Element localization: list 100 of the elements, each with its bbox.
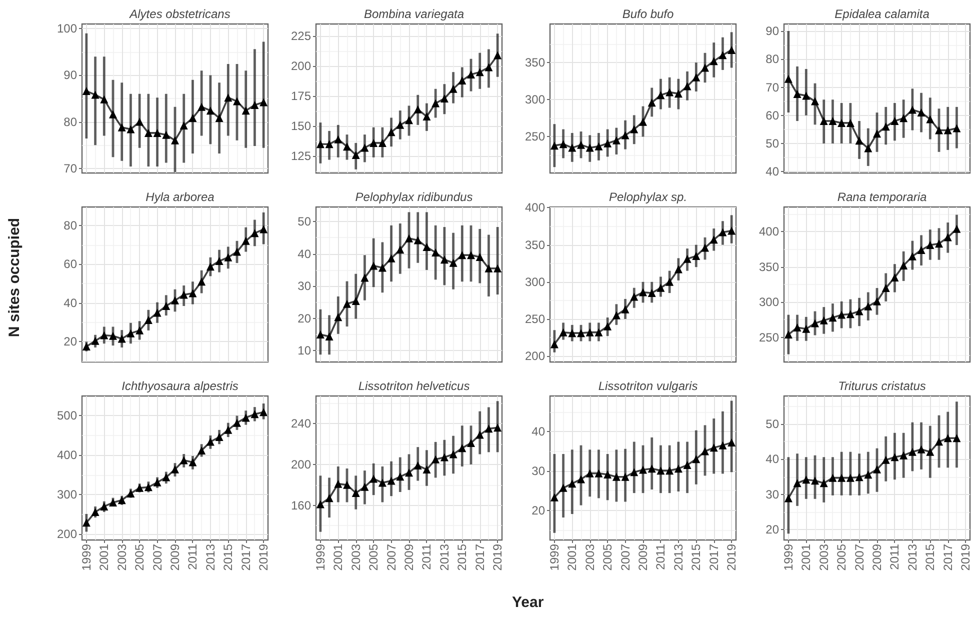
y-tick-label: 100 [56,22,78,36]
x-tick-label: 2015 [455,544,470,571]
chart-title: Lissotriton vulgaris [598,379,698,393]
y-tick-label: 175 [290,89,312,104]
y-tick-label: 60 [766,108,780,122]
y-tick-label: 350 [758,260,780,274]
x-tick-label: 2019 [724,544,739,571]
y-tick-label: 225 [290,29,312,44]
y-tick-label: 400 [524,200,546,215]
chart-title: Epidalea calamita [834,7,930,21]
y-tick-label: 30 [532,464,546,478]
x-tick-label: 2013 [203,544,218,571]
x-tick-label: 2005 [834,544,849,571]
x-tick-label: 2007 [852,544,866,571]
x-tick-label: 2007 [150,544,164,571]
chart-title: Triturus cristatus [838,379,926,393]
x-tick-label: 2007 [618,544,632,571]
x-tick-label: 2003 [114,544,129,571]
y-tick-label: 40 [64,296,78,310]
x-tick-label: 2013 [905,544,920,571]
x-tick-label: 2013 [437,544,452,571]
x-tick-label: 1999 [79,544,94,571]
x-tick-label: 1999 [781,544,796,571]
y-tick-label: 40 [298,246,312,261]
y-tick-label: 200 [56,527,78,542]
y-tick-label: 20 [532,503,546,518]
x-tick-label: 2011 [186,544,200,570]
y-tick-label: 50 [766,136,780,150]
y-tick-label: 20 [766,522,780,536]
y-tick-label: 200 [290,59,312,74]
x-tick-label: 2019 [490,544,505,571]
y-tick-label: 40 [532,424,546,439]
x-tick-label: 2005 [600,544,615,571]
y-tick-label: 500 [56,408,78,423]
y-tick-label: 125 [290,149,312,164]
y-tick-label: 300 [524,92,546,107]
x-tick-label: 2019 [256,544,271,571]
x-tick-label: 2003 [582,544,597,571]
x-tick-label: 2009 [168,544,182,571]
x-tick-label: 2015 [221,544,236,571]
chart-title: Ichthyosaura alpestris [122,379,238,393]
y-tick-label: 60 [64,257,78,272]
y-tick-label: 20 [64,334,78,349]
y-tick-label: 250 [758,330,780,344]
y-tick-label: 400 [56,448,78,462]
x-tick-label: 2001 [799,544,814,571]
x-axis-title: Year [512,594,544,611]
chart-title: Pelophylax ridibundus [355,190,473,204]
x-tick-label: 2011 [420,544,434,570]
x-tick-label: 2017 [472,544,487,571]
y-tick-label: 80 [64,114,78,129]
y-tick-label: 30 [766,487,780,502]
x-tick-label: 2005 [132,544,147,571]
y-tick-label: 40 [766,452,780,466]
y-tick-label: 400 [758,224,780,239]
x-tick-label: 2017 [706,544,721,571]
y-tick-label: 250 [524,312,546,326]
x-tick-label: 2005 [366,544,381,571]
y-tick-label: 350 [524,56,546,70]
y-tick-label: 200 [290,457,312,472]
x-tick-label: 2013 [671,544,686,571]
y-tick-label: 30 [298,279,312,294]
y-tick-label: 350 [524,238,546,252]
y-tick-label: 50 [766,417,780,432]
x-tick-label: 2011 [888,544,902,570]
y-axis-title: N sites occupied [6,218,23,338]
y-tick-label: 90 [64,68,78,82]
x-tick-label: 2017 [238,544,253,571]
chart-title: Bufo bufo [622,7,674,21]
y-tick-label: 70 [64,161,78,176]
y-tick-label: 200 [524,349,546,364]
y-tick-label: 70 [766,80,780,94]
x-tick-label: 2001 [97,544,112,571]
x-tick-label: 1999 [547,544,562,571]
x-tick-label: 2009 [402,544,416,571]
chart-title: Pelophylax sp. [608,190,688,204]
y-tick-label: 10 [298,344,312,358]
y-tick-label: 160 [290,498,312,512]
x-tick-label: 2009 [636,544,650,571]
y-tick-label: 250 [524,130,546,144]
chart-title: Rana temporaria [837,190,928,204]
y-tick-label: 240 [290,416,312,431]
y-tick-label: 90 [766,24,780,38]
y-tick-label: 150 [290,119,312,134]
y-tick-label: 80 [64,218,78,232]
x-tick-label: 2007 [384,544,398,571]
x-tick-label: 2015 [923,544,938,571]
y-tick-label: 20 [298,311,312,326]
y-tick-label: 300 [56,488,78,502]
chart-title: Hyla arborea [146,190,215,204]
y-tick-label: 300 [758,295,780,310]
x-tick-label: 2011 [654,544,668,570]
x-tick-label: 2009 [870,544,884,571]
x-tick-label: 2001 [565,544,580,571]
x-tick-label: 2003 [348,544,363,571]
chart-title: Lissotriton helveticus [358,379,470,393]
chart-title: Alytes obstetricans [128,7,230,21]
y-tick-label: 50 [298,214,312,229]
x-tick-label: 2015 [689,544,704,571]
y-tick-label: 80 [766,52,780,66]
